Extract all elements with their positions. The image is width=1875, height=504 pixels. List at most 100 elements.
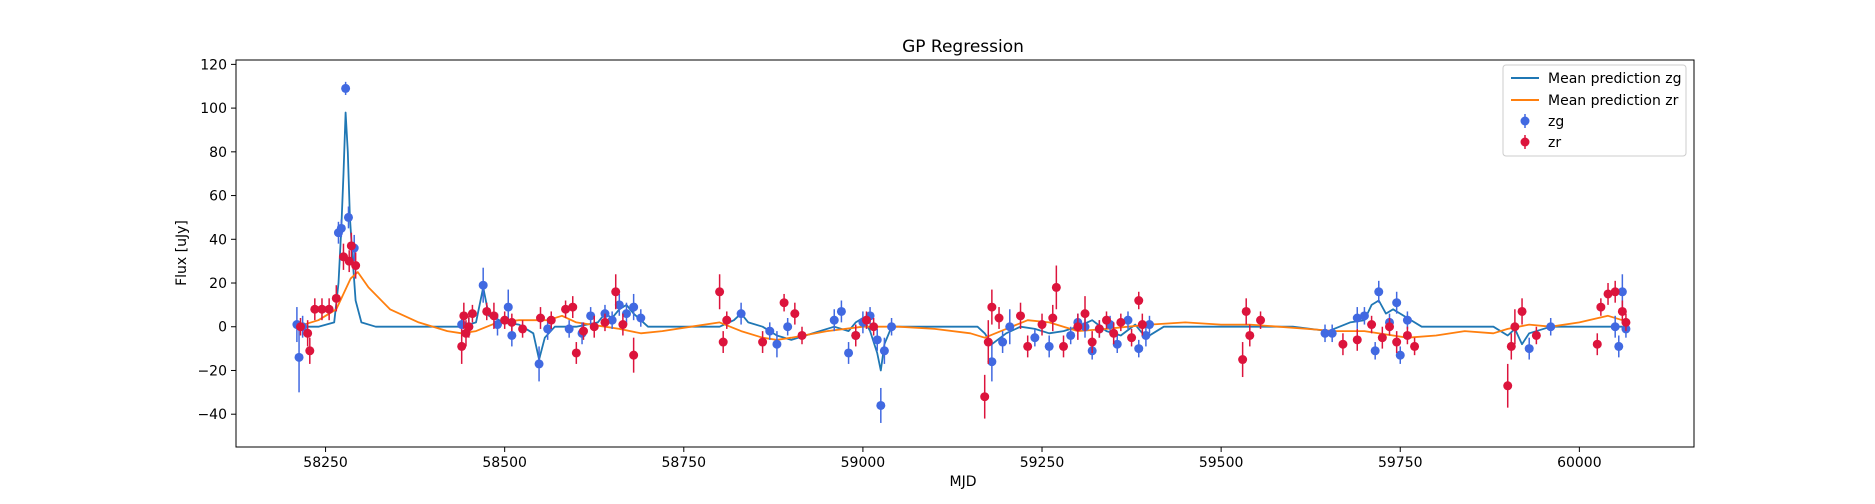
- data-point-zg: [343, 212, 353, 222]
- data-point-zg: [1617, 287, 1627, 297]
- data-point-zr: [331, 293, 341, 303]
- x-axis-label: MJD: [950, 474, 977, 490]
- y-axis: −40 −20 0 20 40 60 80 100 120: [197, 57, 236, 423]
- data-point-zr: [1410, 341, 1420, 351]
- data-point-zr: [310, 304, 320, 314]
- data-point-zg: [1614, 341, 1624, 351]
- y-tick-label: 100: [200, 101, 227, 117]
- data-point-zg: [1610, 322, 1620, 332]
- data-point-zr: [1048, 313, 1058, 323]
- data-point-zg: [507, 330, 517, 340]
- data-point-zr: [324, 304, 334, 314]
- y-tick-label: 20: [209, 276, 227, 292]
- x-tick-label: 59750: [1378, 455, 1423, 471]
- data-point-zr: [1238, 355, 1248, 365]
- data-point-zr: [561, 304, 571, 314]
- data-point-zr: [1080, 309, 1090, 319]
- data-point-zr: [718, 337, 728, 347]
- data-point-zr: [1506, 341, 1516, 351]
- data-point-zg: [1066, 330, 1076, 340]
- data-point-zr: [797, 330, 807, 340]
- data-point-zr: [1241, 306, 1251, 316]
- data-point-zr: [715, 287, 725, 297]
- data-point-zr: [457, 341, 467, 351]
- series-zr: [295, 232, 1631, 419]
- y-tick-label: −20: [197, 363, 227, 379]
- y-tick-label: 80: [209, 145, 227, 161]
- data-point-zg: [564, 324, 574, 334]
- y-tick-label: 60: [209, 189, 227, 205]
- data-point-zr: [1610, 287, 1620, 297]
- data-point-zg: [1370, 346, 1380, 356]
- x-tick-label: 60000: [1557, 455, 1602, 471]
- data-point-zg: [998, 337, 1008, 347]
- data-point-zg: [636, 313, 646, 323]
- data-point-zr: [1116, 317, 1126, 327]
- data-point-zg: [872, 335, 882, 345]
- data-point-zr: [535, 313, 545, 323]
- data-point-zr: [1392, 337, 1402, 347]
- data-point-zg: [1112, 339, 1122, 349]
- data-point-zr: [779, 298, 789, 308]
- data-point-zg: [629, 302, 639, 312]
- data-point-zg: [844, 348, 854, 358]
- data-point-zg: [1395, 350, 1405, 360]
- data-point-zg: [534, 359, 544, 369]
- data-point-zr: [571, 348, 581, 358]
- data-point-zg: [478, 280, 488, 290]
- data-point-zr: [1531, 330, 1541, 340]
- x-axis: 58250 58500 58750 59000 59250 59500 59750 60000: [303, 447, 1602, 471]
- data-point-zr: [1617, 306, 1627, 316]
- data-point-zg: [543, 324, 553, 334]
- data-point-zg: [836, 306, 846, 316]
- data-point-zg: [1546, 322, 1556, 332]
- data-point-zr: [295, 322, 305, 332]
- data-point-zr: [1102, 315, 1112, 325]
- data-point-zr: [589, 322, 599, 332]
- data-point-zg: [783, 322, 793, 332]
- data-point-zr: [1016, 311, 1026, 321]
- data-point-zr: [346, 241, 356, 251]
- data-point-zr: [629, 350, 639, 360]
- data-point-zr: [1059, 341, 1069, 351]
- data-point-zg: [336, 223, 346, 233]
- data-point-zr: [861, 315, 871, 325]
- data-point-zg: [1144, 320, 1154, 330]
- y-tick-label: 0: [218, 320, 227, 336]
- data-point-zr: [1137, 320, 1147, 330]
- data-point-zr: [987, 302, 997, 312]
- data-point-zr: [464, 322, 474, 332]
- data-point-zr: [1094, 324, 1104, 334]
- data-point-zg: [621, 309, 631, 319]
- data-point-zg: [987, 357, 997, 367]
- x-tick-label: 58750: [662, 455, 707, 471]
- data-point-zr: [1402, 330, 1412, 340]
- data-point-zr: [1134, 296, 1144, 306]
- data-point-zr: [489, 311, 499, 321]
- legend: Mean prediction zg Mean prediction zr zg…: [1502, 64, 1687, 157]
- data-point-zg: [1359, 311, 1369, 321]
- data-point-zg: [1320, 328, 1330, 338]
- data-point-zg: [614, 300, 624, 310]
- x-tick-label: 58250: [303, 455, 348, 471]
- data-point-zr: [1621, 317, 1631, 327]
- x-tick-label: 59500: [1199, 455, 1244, 471]
- data-point-zr: [618, 320, 628, 330]
- data-point-zr: [869, 322, 879, 332]
- data-point-zg: [765, 326, 775, 336]
- data-point-zr: [578, 326, 588, 336]
- data-point-zr: [980, 392, 990, 402]
- data-point-zr: [459, 311, 469, 321]
- data-point-zg: [1005, 322, 1015, 332]
- data-point-zr: [467, 309, 477, 319]
- data-point-zr: [722, 315, 732, 325]
- data-point-zr: [1338, 339, 1348, 349]
- data-point-zg: [341, 83, 351, 93]
- data-point-zr: [546, 315, 556, 325]
- data-point-zr: [1592, 339, 1602, 349]
- data-point-zr: [1377, 333, 1387, 343]
- data-point-zr: [568, 302, 578, 312]
- axes-frame: [235, 59, 1695, 448]
- data-point-zr: [500, 315, 510, 325]
- data-point-zr: [1503, 381, 1513, 391]
